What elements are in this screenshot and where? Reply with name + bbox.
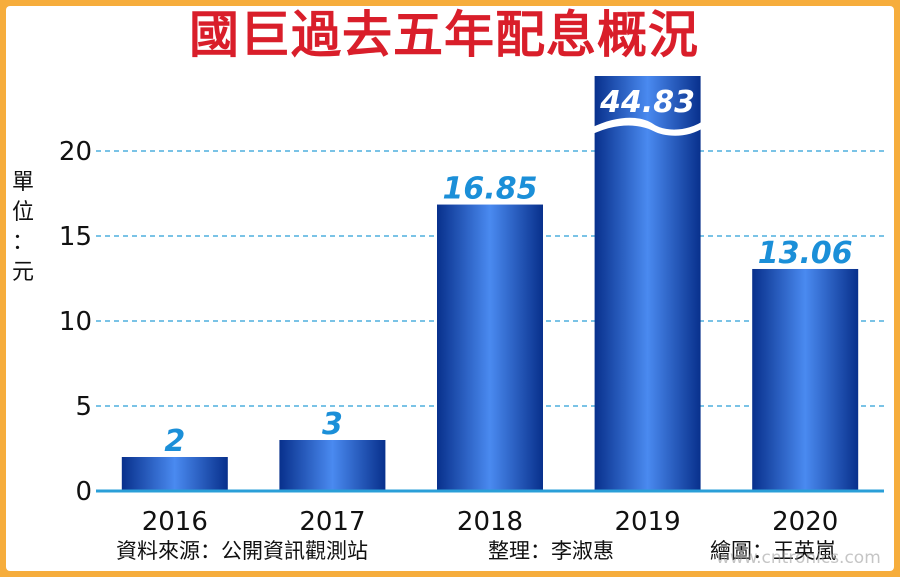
bar-value-label: 3 [322, 407, 343, 442]
x-tick-label: 2016 [142, 507, 208, 537]
y-tick-label: 20 [59, 137, 92, 167]
chart-title: 國巨過去五年配息概況 [189, 6, 699, 64]
x-tick-label: 2017 [299, 507, 365, 537]
bar-value-label: 2 [164, 424, 185, 459]
y-tick-label: 10 [59, 307, 92, 337]
x-tick-label: 2018 [457, 507, 523, 537]
y-tick-label: 5 [75, 392, 92, 422]
bar-value-label: 13.06 [758, 236, 853, 271]
bar [279, 440, 386, 491]
y-axis-label-char: 元 [11, 260, 34, 285]
bar [437, 204, 543, 492]
bar [121, 457, 228, 491]
editor-credit: 整理：李淑惠 [488, 539, 614, 563]
bar [594, 76, 701, 491]
bar-value-label: 44.83 [599, 85, 695, 120]
y-axis-label-char: ： [11, 230, 34, 255]
y-axis-label: 單 位 ： 元 [10, 168, 36, 288]
x-tick-label: 2020 [772, 507, 838, 537]
y-tick-label: 0 [75, 477, 92, 507]
x-tick-label: 2019 [615, 507, 681, 537]
y-axis-label-char: 位 [11, 200, 34, 225]
axis-break [590, 117, 705, 136]
y-tick-label: 15 [59, 222, 92, 252]
watermark: www.cntronics.com [716, 548, 881, 568]
artist-credit: 繪圖：王英嵐 [710, 539, 836, 563]
source-credit: 資料來源：公開資訊觀測站 [116, 539, 368, 563]
bar [752, 268, 859, 491]
bar-value-label: 16.85 [443, 172, 538, 207]
y-axis-label-char: 單 [11, 170, 34, 195]
